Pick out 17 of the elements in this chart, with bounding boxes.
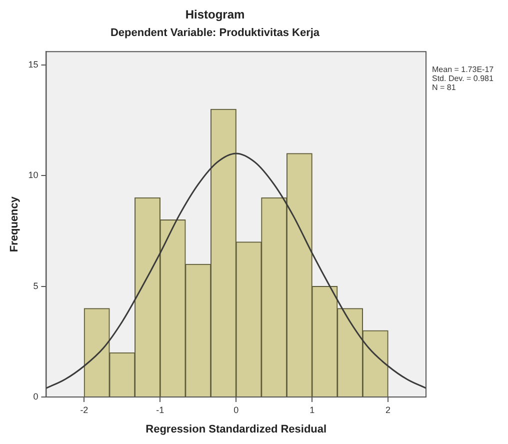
text: N = 81 bbox=[432, 82, 456, 92]
chart-subtitle: Dependent Variable: Produktivitas Kerja bbox=[110, 27, 320, 40]
x-tick-label: 2 bbox=[386, 404, 391, 415]
line-series bbox=[46, 152, 426, 389]
y-tick-label: 5 bbox=[33, 280, 38, 291]
y-tick-label: 0 bbox=[33, 391, 38, 402]
y-axis-title: Frequency bbox=[8, 196, 21, 252]
y-tick-label: 10 bbox=[28, 170, 38, 180]
text: Mean = 1.73E-17 bbox=[432, 64, 494, 74]
text: Std. Dev. = 0.981 bbox=[432, 74, 494, 83]
x-tick-label: 1 bbox=[310, 404, 315, 415]
x-tick-label: 0 bbox=[234, 404, 239, 415]
x-axis-title: Regression Standardized Residual bbox=[146, 423, 327, 436]
x-tick-label: -2 bbox=[80, 404, 88, 415]
y-tick-label: 15 bbox=[28, 59, 38, 70]
x-tick-label: -1 bbox=[156, 404, 164, 415]
chart-title: Histogram bbox=[185, 8, 245, 22]
